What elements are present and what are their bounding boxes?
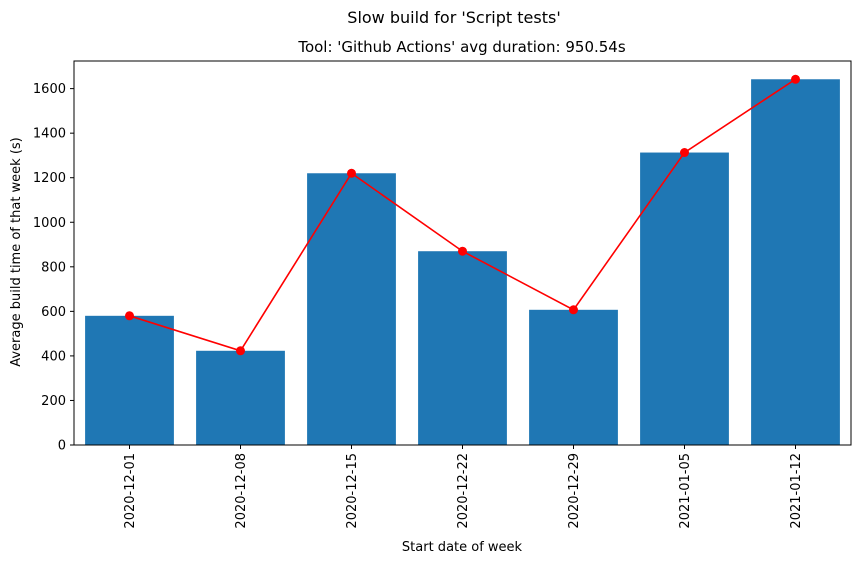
chart-title: Tool: 'Github Actions' avg duration: 950… — [297, 38, 626, 56]
chart-suptitle: Slow build for 'Script tests' — [347, 8, 560, 27]
x-tick-label: 2020-12-01 — [123, 453, 138, 529]
line-series — [125, 74, 800, 356]
x-tick-label: 2021-01-05 — [678, 453, 693, 529]
bar — [196, 350, 285, 445]
x-tick-label: 2020-12-15 — [345, 453, 360, 529]
y-tick-label: 400 — [41, 349, 66, 364]
y-tick-label: 200 — [41, 394, 66, 409]
bar — [307, 173, 396, 445]
y-tick-label: 1600 — [33, 82, 66, 97]
x-tick-label: 2021-01-12 — [789, 453, 804, 529]
y-axis-label: Average build time of that week (s) — [9, 137, 24, 367]
bar — [529, 309, 618, 445]
y-tick-label: 1200 — [33, 171, 66, 186]
y-axis: 0 200 400 600 800 1000 1200 1400 1600 — [33, 82, 74, 454]
x-tick-label: 2020-12-29 — [567, 453, 582, 529]
y-tick-label: 0 — [58, 439, 66, 454]
y-tick-label: 600 — [41, 305, 66, 320]
bar — [85, 315, 174, 445]
y-tick-label: 1400 — [33, 127, 66, 142]
y-tick-label: 1000 — [33, 216, 66, 231]
bar — [751, 79, 840, 446]
data-point — [458, 246, 467, 256]
data-point — [569, 305, 578, 315]
bar-group — [85, 79, 840, 446]
x-tick-label: 2020-12-22 — [456, 453, 471, 529]
x-axis: 2020-12-01 2020-12-08 2020-12-15 2020-12-22… — [123, 445, 804, 529]
bar — [640, 152, 729, 446]
plot-frame — [73, 60, 852, 446]
data-point — [125, 311, 134, 321]
x-tick-label: 2020-12-08 — [234, 453, 249, 529]
y-tick-label: 800 — [41, 260, 66, 275]
data-point — [791, 74, 800, 84]
x-axis-label: Start date of week — [402, 540, 523, 555]
bar — [418, 251, 507, 445]
data-point — [236, 346, 245, 356]
data-point — [347, 168, 356, 178]
data-point — [680, 148, 689, 158]
